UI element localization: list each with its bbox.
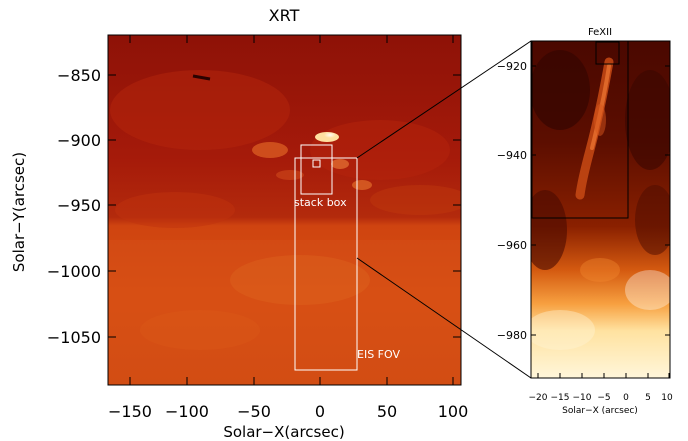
- main-y-tick: −950: [57, 196, 101, 215]
- main-y-tick: −900: [57, 131, 101, 150]
- inset-y-tick: −920: [497, 60, 527, 73]
- inset-x-tick: 0: [623, 393, 629, 403]
- stack-box-inner: [312, 159, 321, 168]
- overlay-boxes: [294, 144, 358, 371]
- inset-y-axis: [531, 65, 670, 336]
- main-x-tick: −150: [108, 402, 152, 421]
- inset-x-tick: 5: [645, 393, 651, 403]
- main-x-tick: 100: [438, 402, 469, 421]
- inset-title: FeXII: [588, 27, 612, 38]
- zoom-connectors: [356, 40, 532, 379]
- inset-y-tick: −960: [497, 239, 527, 252]
- inset-x-tick: −5: [597, 393, 610, 403]
- inset-x-label: Solar−X (arcsec): [562, 406, 638, 416]
- fexii-inset-image: [530, 40, 671, 379]
- main-x-tick: −100: [165, 402, 209, 421]
- main-y-label: Solar−Y(arcsec): [10, 152, 28, 272]
- inset-boxes: [531, 40, 629, 219]
- main-y-tick: −850: [57, 66, 101, 85]
- xrt-image: [107, 34, 462, 386]
- main-x-axis: [129, 35, 454, 385]
- inset-x-tick: −10: [573, 393, 592, 403]
- eis-fov-box: [294, 157, 358, 371]
- main-x-label: Solar−X(arcsec): [223, 423, 344, 441]
- main-x-tick: 50: [377, 402, 397, 421]
- inset-stack-box: [531, 40, 629, 219]
- main-y-tick: −1000: [47, 262, 101, 281]
- main-y-tick: −1050: [47, 328, 101, 347]
- stack-box: [300, 144, 333, 195]
- inset-x-tick: −15: [551, 393, 570, 403]
- stack-box-label: stack box: [294, 196, 347, 209]
- inset-y-tick: −940: [497, 149, 527, 162]
- inset-x-tick: 10: [661, 393, 673, 403]
- main-y-axis: [108, 74, 461, 338]
- inset-x-tick: −20: [529, 393, 548, 403]
- main-x-tick: 0: [315, 402, 325, 421]
- main-x-tick: −50: [237, 402, 271, 421]
- inset-x-axis: [537, 373, 670, 378]
- inset-y-tick: −980: [497, 329, 527, 342]
- inset-small-box: [595, 41, 620, 65]
- dark-streak: [192, 74, 211, 81]
- main-title: XRT: [269, 6, 300, 25]
- eis-fov-label: EIS FOV: [357, 348, 400, 361]
